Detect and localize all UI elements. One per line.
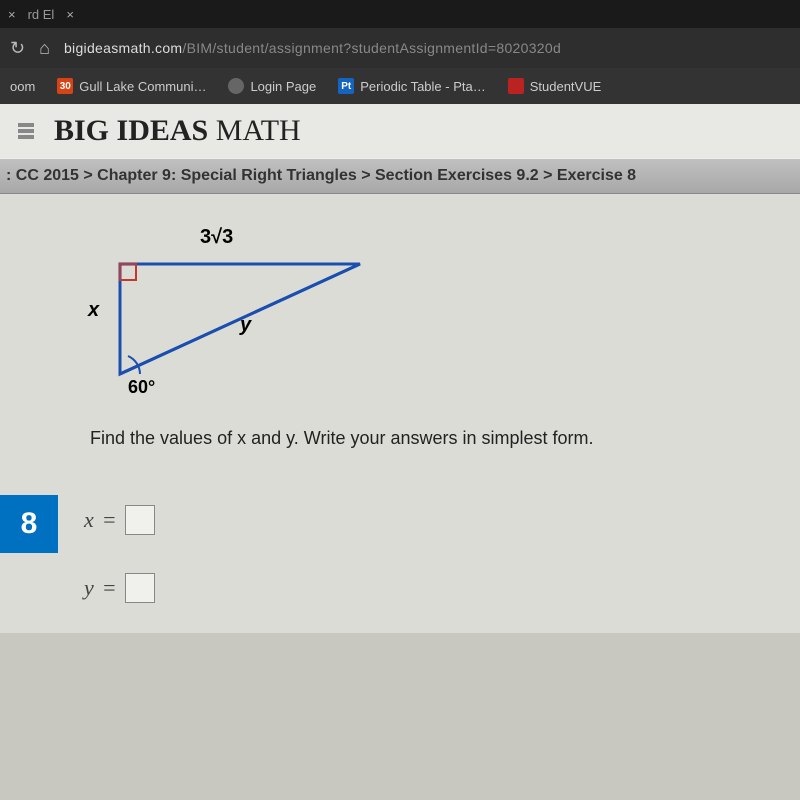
- inner-hyp-label: y: [240, 314, 251, 337]
- home-icon[interactable]: ⌂: [39, 38, 50, 59]
- url-bar: ↻ ⌂ bigideasmath.com/BIM/student/assignm…: [0, 28, 800, 68]
- brand-title: BIG IDEAS MATH: [54, 114, 301, 148]
- bookmark-icon: 30: [57, 78, 73, 94]
- breadcrumb[interactable]: : CC 2015 > Chapter 9: Special Right Tri…: [0, 158, 800, 194]
- exercise-number-badge: 8: [0, 495, 58, 553]
- bookmark-bar: oom 30 Gull Lake Communi… Login Page Pt …: [0, 68, 800, 104]
- url-text[interactable]: bigideasmath.com/BIM/student/assignment?…: [64, 40, 561, 56]
- menu-icon[interactable]: [18, 123, 34, 139]
- tab-title-fragment: rd El: [28, 7, 55, 22]
- y-equation: y =: [84, 573, 155, 603]
- x-equation: x =: [84, 505, 155, 535]
- close-icon[interactable]: ×: [8, 7, 16, 22]
- bookmark-item[interactable]: StudentVUE: [508, 78, 602, 94]
- bookmark-item[interactable]: 30 Gull Lake Communi…: [57, 78, 206, 94]
- tab-bar: × rd El ×: [0, 0, 800, 28]
- refresh-icon[interactable]: ↻: [10, 38, 25, 59]
- bookmark-icon: Pt: [338, 78, 354, 94]
- question-text: Find the values of x and y. Write your a…: [90, 428, 710, 449]
- y-input[interactable]: [125, 573, 155, 603]
- bookmark-item[interactable]: Login Page: [228, 78, 316, 94]
- exercise-content: 3√3 x y 60° Find the values of x and y. …: [0, 194, 800, 633]
- angle-label: 60°: [128, 377, 155, 398]
- close-icon[interactable]: ×: [66, 7, 74, 22]
- triangle-figure: 3√3 x y 60°: [110, 254, 390, 394]
- bookmark-icon: [508, 78, 524, 94]
- page-header: BIG IDEAS MATH: [0, 104, 800, 158]
- bookmark-item[interactable]: Pt Periodic Table - Pta…: [338, 78, 486, 94]
- bookmark-item[interactable]: oom: [10, 79, 35, 94]
- bookmark-icon: [228, 78, 244, 94]
- x-input[interactable]: [125, 505, 155, 535]
- left-leg-label: x: [88, 299, 99, 322]
- hypotenuse-label: 3√3: [200, 226, 233, 249]
